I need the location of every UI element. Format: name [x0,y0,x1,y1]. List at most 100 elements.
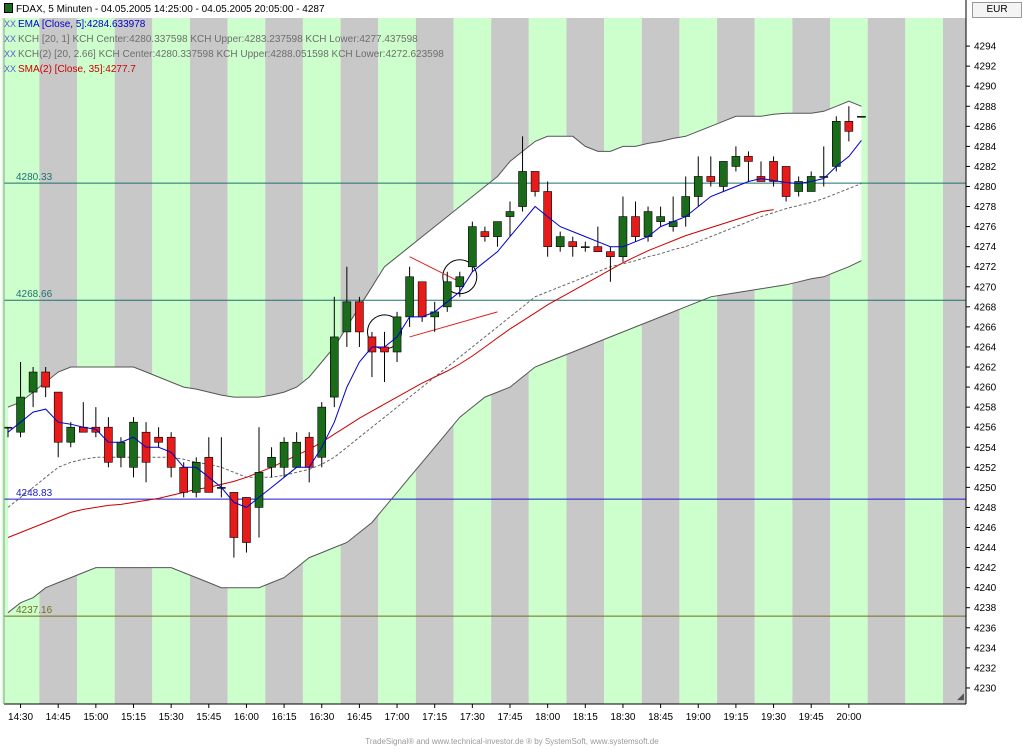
legend-ema-row[interactable]: XX EMA [Close, 5]:4284.633978 [4,17,444,32]
legend-ema: EMA [Close, 5]:4284.633978 [18,19,146,30]
candle-body [643,211,653,237]
ema-line [7,140,862,508]
candle-body [405,276,414,318]
sma-line [7,209,774,538]
candle-body [781,166,791,197]
candle-body [355,301,364,333]
session-band [641,18,680,704]
time-tick-label: 17:15 [422,712,447,723]
candle-body [480,231,490,237]
price-tick-label: 4266 [974,322,997,333]
price-tick-label: 4244 [974,543,997,554]
candle-body [342,301,352,333]
session-band [942,18,966,704]
legend-title-row: FDAX, 5 Minuten - 04.05.2005 14:25:00 - … [4,2,444,17]
candle-body [819,176,829,178]
time-tick-label: 17:45 [497,712,522,723]
price-axis[interactable]: 4230 4232 4234 4236 4238 4240 4242 4244 4246 4248… [965,0,1024,706]
price-tick-label: 4238 [974,603,997,614]
chart-legend: FDAX, 5 Minuten - 04.05.2005 14:25:00 - … [4,2,444,77]
price-tick-label: 4286 [974,122,997,133]
session-band [265,18,303,704]
candle-body [656,216,665,222]
price-tick-label: 4292 [974,62,997,73]
price-tick-label: 4274 [974,242,997,253]
legend-sma: SMA(2) [Close, 35]:4277.7 [18,64,136,75]
price-tick-label: 4284 [974,142,997,153]
candle-body [367,336,377,353]
candle-body [618,216,628,257]
flag-icon [4,3,13,13]
time-tick-label: 15:45 [196,712,221,723]
footer-credit: TradeSignal® and www.technical-investor.… [365,737,659,746]
candle-body [706,176,716,182]
price-tick-label: 4268 [974,302,997,313]
indicator-toggle-icon[interactable]: XX [4,49,17,59]
time-axis[interactable]: 14:30 14:45 15:00 15:15 15:30 15:45 16:00 16:15… [3,18,966,723]
session-band [39,18,78,704]
price-tick-label: 4258 [974,403,997,414]
legend-sma-row[interactable]: XX SMA(2) [Close, 35]:4277.7 [4,62,444,77]
candle-body [769,161,778,182]
candle-body [254,472,264,508]
indicator-toggle-icon[interactable]: XX [4,64,17,74]
price-tick-label: 4236 [974,623,997,634]
price-tick-label: 4270 [974,282,997,293]
candle-body [493,221,502,237]
candle-body [593,246,603,252]
time-tick-label: 16:30 [309,712,334,723]
price-tick-label: 4262 [974,363,997,374]
time-tick-label: 19:45 [799,712,824,723]
time-tick-label: 20:00 [836,712,861,723]
resize-grip-icon[interactable]: ◢ [957,692,964,702]
session-band [566,18,605,704]
time-tick-label: 14:45 [46,712,71,723]
time-tick-label: 15:15 [121,712,146,723]
candle-body [806,176,816,192]
candle-body [857,115,866,118]
session-band [679,18,718,704]
legend-kch-row[interactable]: XX KCH [20, 1] KCH Center:4280.337598 KCH… [4,32,444,47]
currency-label[interactable]: EUR [972,2,1022,18]
price-tick-label: 4260 [974,383,997,394]
candle-body [116,441,126,458]
price-tick-label: 4256 [974,423,997,434]
candle-body [831,121,841,167]
session-band [152,18,190,704]
indicator-toggle-icon[interactable]: XX [4,19,17,29]
legend-title: FDAX, 5 Minuten - 04.05.2005 14:25:00 - … [16,4,325,15]
time-tick-label: 19:00 [686,712,711,723]
indicator-toggle-icon[interactable]: XX [4,34,17,44]
axis-background [966,18,1024,706]
horizontal-lines: 4280.33 4268.66 4248.83 4237.16 [4,172,966,617]
time-tick-label: 17:30 [460,712,485,723]
candle-body [292,441,301,468]
candle-body [844,121,854,132]
kch-lower-line [7,260,862,614]
price-tick-label: 4242 [974,563,997,574]
candle-body [580,246,590,248]
candle-body [129,421,138,468]
time-tick-label: 19:15 [723,712,748,723]
price-tick-label: 4250 [974,483,997,494]
price-tick-label: 4288 [974,102,997,113]
price-tick-label: 4264 [974,342,997,353]
legend-kch2-row[interactable]: XX KCH(2) [20, 2.66] KCH Center:4280.3375… [4,47,444,62]
level-label: 4280.33 [16,172,53,183]
session-band [867,18,906,704]
price-tick-label: 4272 [974,262,997,273]
price-tick-label: 4254 [974,443,997,454]
time-tick-label: 17:00 [385,712,410,723]
candle-body [279,441,289,468]
time-tick-label: 16:15 [272,712,297,723]
candle-body [731,156,741,167]
time-tick-label: 15:30 [159,712,184,723]
annotation-trend-line [409,311,498,338]
candle-body [606,251,615,257]
session-band [189,18,228,704]
price-tick-label: 4248 [974,503,997,514]
candle-body [518,171,527,207]
legend-kch2: KCH(2) [20, 2.66] KCH Center:4280.337598… [18,49,444,60]
candle-body [329,336,339,398]
